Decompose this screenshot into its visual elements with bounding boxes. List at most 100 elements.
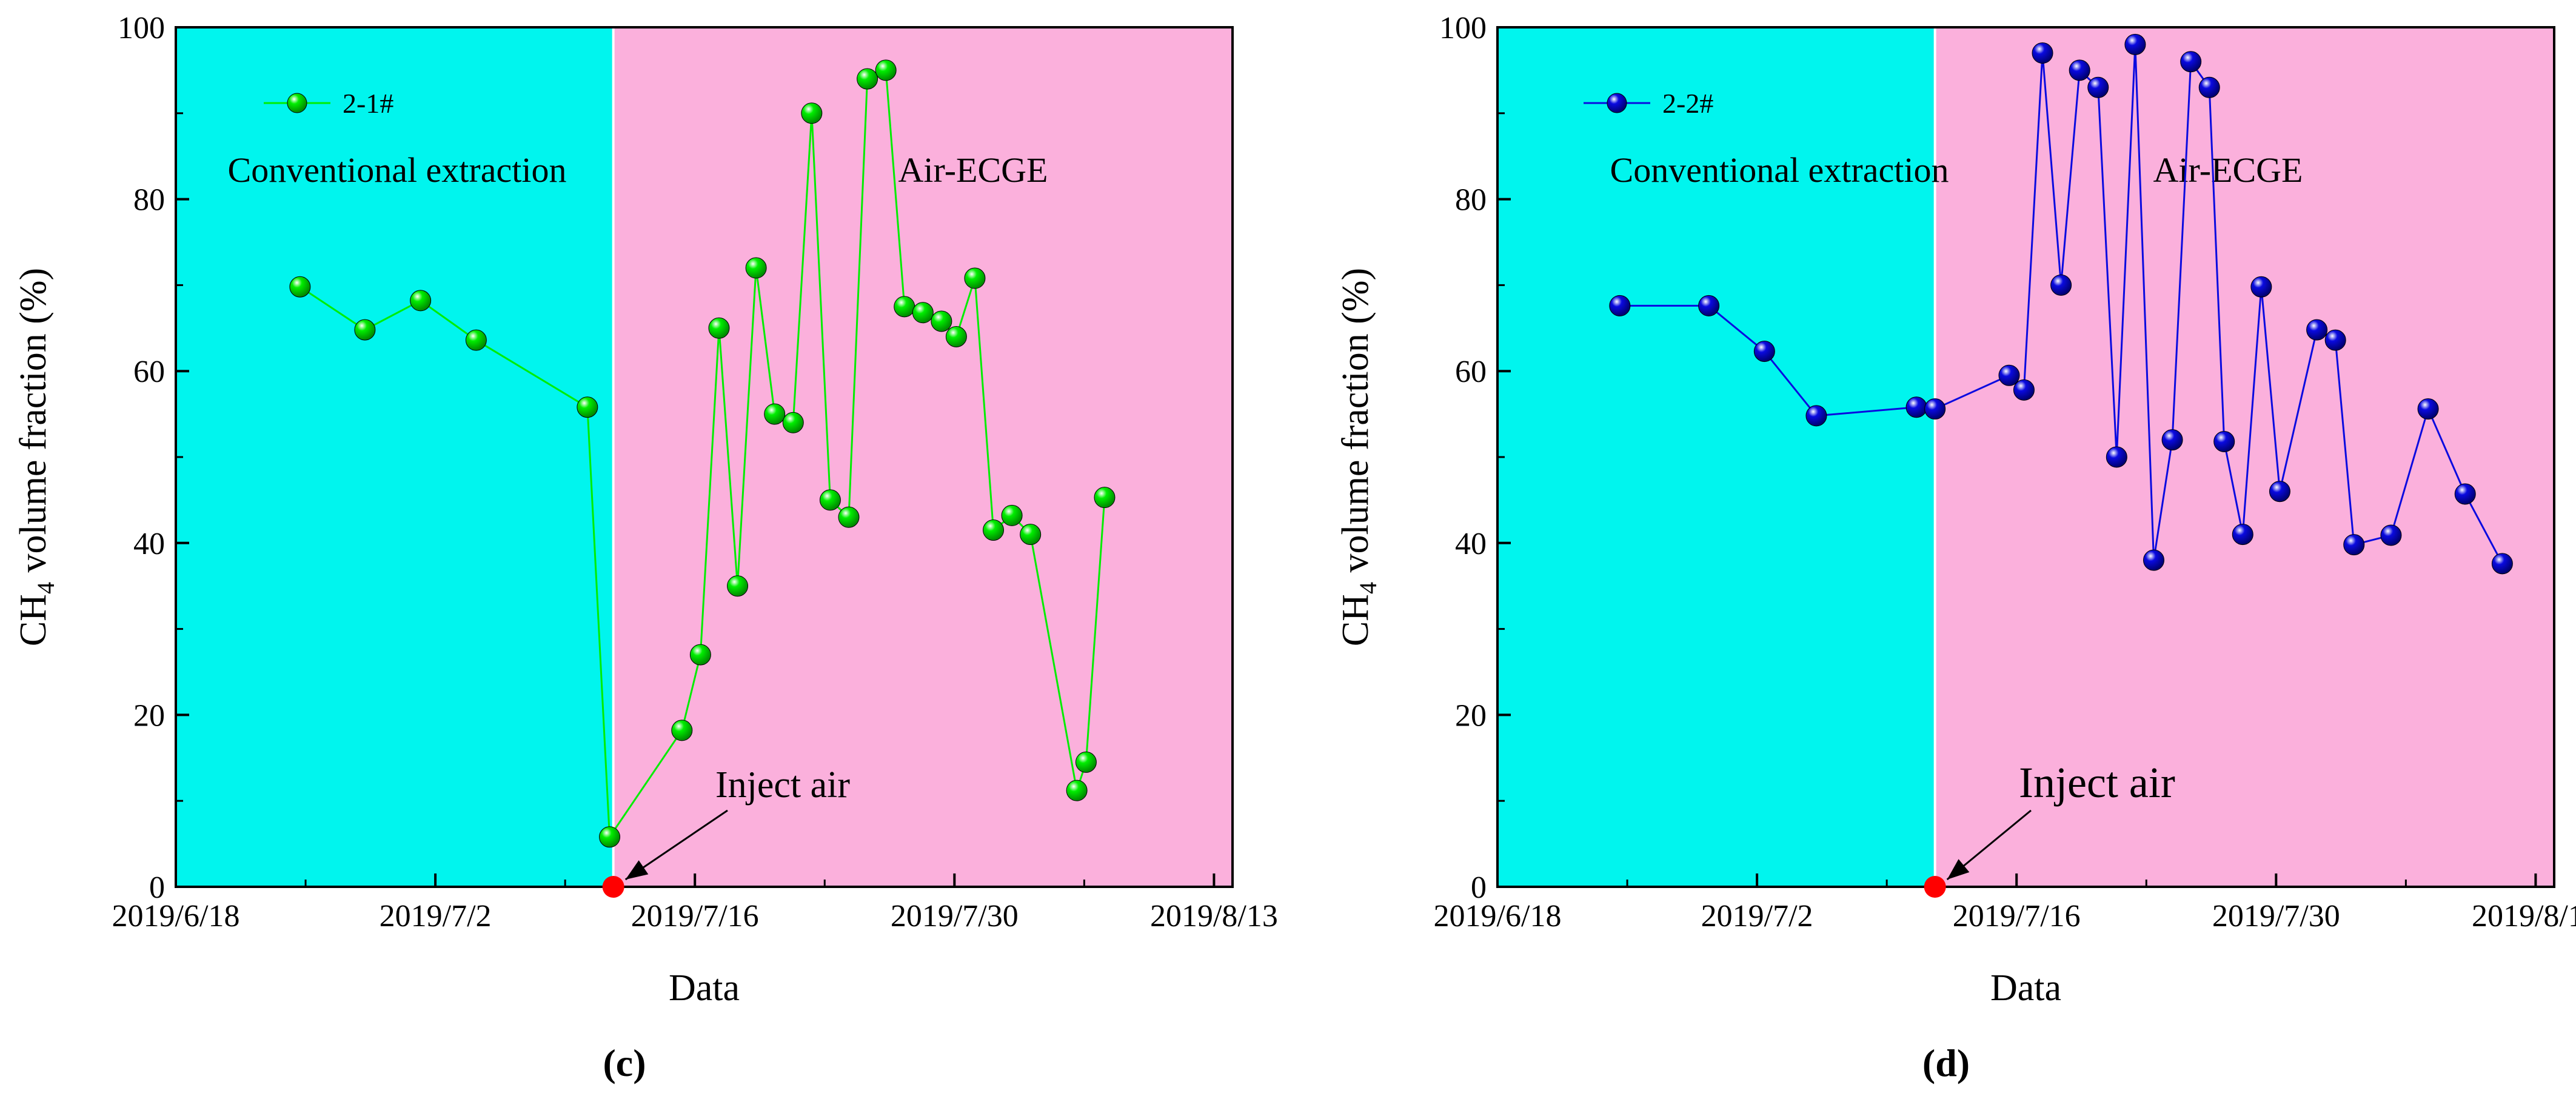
x-tick-label-c: 2019/6/18 (112, 899, 240, 933)
data-point-2-1# (1075, 751, 1097, 773)
data-point-2-1# (289, 276, 311, 298)
data-point-2-2# (2032, 42, 2053, 64)
panel-d-plot: 0 20 40 60 80 100 2019/6/18 2019/7/2 2019/7/16 20… (1335, 11, 2576, 1084)
data-point-2-1# (1066, 780, 1088, 801)
inject-marker-d (1924, 876, 1946, 898)
region-label-conventional-c: Conventional extraction (228, 150, 567, 190)
x-tick-label-c: 2019/7/16 (631, 899, 759, 933)
data-point-2-1# (708, 317, 730, 339)
data-point-2-1# (857, 68, 878, 90)
data-point-2-2# (1998, 364, 2020, 386)
y-tick-label-d: 20 (1455, 698, 1487, 733)
data-point-2-1# (1001, 504, 1023, 526)
x-tick-label-d: 2019/8/13 (2472, 899, 2576, 933)
inject-arrow-head-c (625, 860, 649, 880)
data-point-2-1# (1094, 487, 1116, 509)
region-conventional-d (1497, 27, 1935, 887)
y-tick-label-c: 0 (149, 870, 165, 905)
x-tick-label-c: 2019/7/30 (891, 899, 1019, 933)
y-tick-label-d: 80 (1455, 183, 1487, 218)
data-point-2-1# (964, 267, 986, 289)
data-point-2-2# (2269, 481, 2290, 503)
x-tick-label-c: 2019/8/13 (1150, 899, 1278, 933)
data-point-2-2# (2491, 553, 2513, 575)
data-point-2-2# (2161, 429, 2183, 451)
panel-c-plot: 0 20 40 60 80 100 2019/6/18 2019/7/2 2019/7/16 20… (13, 11, 1278, 1084)
region-label-conventional-d: Conventional extraction (1610, 150, 1949, 190)
data-point-2-1# (410, 290, 432, 312)
x-tick-label-d: 2019/7/30 (2212, 899, 2340, 933)
y-axis-title-d: CH4 volume fraction (%) (1335, 268, 1382, 646)
data-point-2-2# (1609, 295, 1631, 316)
x-tick-label-c: 2019/7/2 (380, 899, 492, 933)
data-point-2-2# (2069, 59, 2090, 81)
legend-label-d: 2-2# (1662, 88, 1713, 119)
data-point-2-1# (671, 720, 693, 741)
data-point-2-1# (801, 102, 823, 124)
data-point-2-2# (2180, 51, 2202, 73)
data-point-2-1# (354, 319, 376, 341)
data-point-2-1# (1020, 524, 1042, 546)
panel-label-d: (d) (1922, 1041, 1970, 1084)
data-point-2-1# (599, 826, 621, 848)
data-point-2-2# (1698, 295, 1720, 316)
region-conventional-c (176, 27, 614, 887)
x-tick-label-d: 2019/7/16 (1953, 899, 2081, 933)
data-point-2-2# (2250, 276, 2272, 298)
y-tick-label-c: 80 (133, 183, 165, 218)
data-point-2-1# (983, 519, 1005, 541)
y-tick-label-c: 20 (133, 698, 165, 733)
x-tick-label-d: 2019/6/18 (1434, 899, 1562, 933)
data-point-2-2# (2380, 524, 2402, 546)
data-point-2-1# (577, 396, 598, 418)
y-tick-label-d: 100 (1439, 11, 1487, 45)
data-point-2-2# (2124, 33, 2146, 55)
x-axis-title-d: Data (1990, 967, 2061, 1009)
data-point-2-2# (2343, 534, 2365, 556)
data-point-2-2# (2087, 76, 2109, 98)
data-point-2-2# (2213, 430, 2235, 452)
data-point-2-2# (2198, 76, 2220, 98)
y-tick-label-d: 0 (1471, 870, 1487, 905)
inject-arrow-head-d (1947, 859, 1970, 880)
data-point-2-2# (1924, 398, 1946, 420)
x-axis-title-c: Data (669, 967, 740, 1009)
data-point-2-1# (945, 326, 967, 347)
data-point-2-1# (727, 575, 749, 597)
y-tick-label-c: 40 (133, 527, 165, 561)
y-tick-label-d: 60 (1455, 355, 1487, 389)
inject-marker-c (602, 876, 624, 898)
y-tick-label-c: 100 (118, 11, 165, 45)
x-tick-label-d: 2019/7/2 (1701, 899, 1813, 933)
legend-label-c: 2-1# (343, 88, 393, 119)
inject-label-d: Inject air (2019, 758, 2175, 807)
data-point-2-1# (838, 506, 860, 528)
data-point-2-1# (931, 310, 952, 332)
data-point-2-2# (1753, 341, 1775, 362)
data-point-2-1# (819, 489, 841, 511)
data-point-2-1# (912, 302, 934, 324)
panel-label-c: (c) (603, 1041, 646, 1084)
data-point-2-2# (2417, 398, 2439, 420)
region-air-ecge-c (613, 27, 1233, 887)
data-point-2-1# (875, 59, 897, 81)
data-point-2-2# (2306, 319, 2328, 341)
data-point-2-1# (782, 412, 804, 433)
y-tick-label-c: 60 (133, 355, 165, 389)
data-point-2-1# (764, 403, 786, 425)
region-label-air-ecge-c: Air-ECGE (898, 150, 1048, 190)
data-point-2-2# (2013, 379, 2035, 401)
data-point-2-2# (2106, 446, 2127, 468)
data-point-2-1# (894, 296, 915, 318)
data-point-2-2# (2143, 549, 2164, 571)
data-point-2-2# (2050, 274, 2072, 296)
data-point-2-2# (1805, 405, 1827, 427)
y-axis-title-c: CH4 volume fraction (%) (13, 268, 59, 646)
legend-marker-c (287, 93, 307, 113)
y-tick-label-d: 40 (1455, 527, 1487, 561)
data-point-2-2# (2232, 524, 2253, 546)
region-air-ecge-d (1935, 27, 2554, 887)
data-point-2-1# (465, 329, 487, 351)
data-point-2-1# (689, 644, 711, 666)
data-point-2-1# (745, 257, 767, 279)
